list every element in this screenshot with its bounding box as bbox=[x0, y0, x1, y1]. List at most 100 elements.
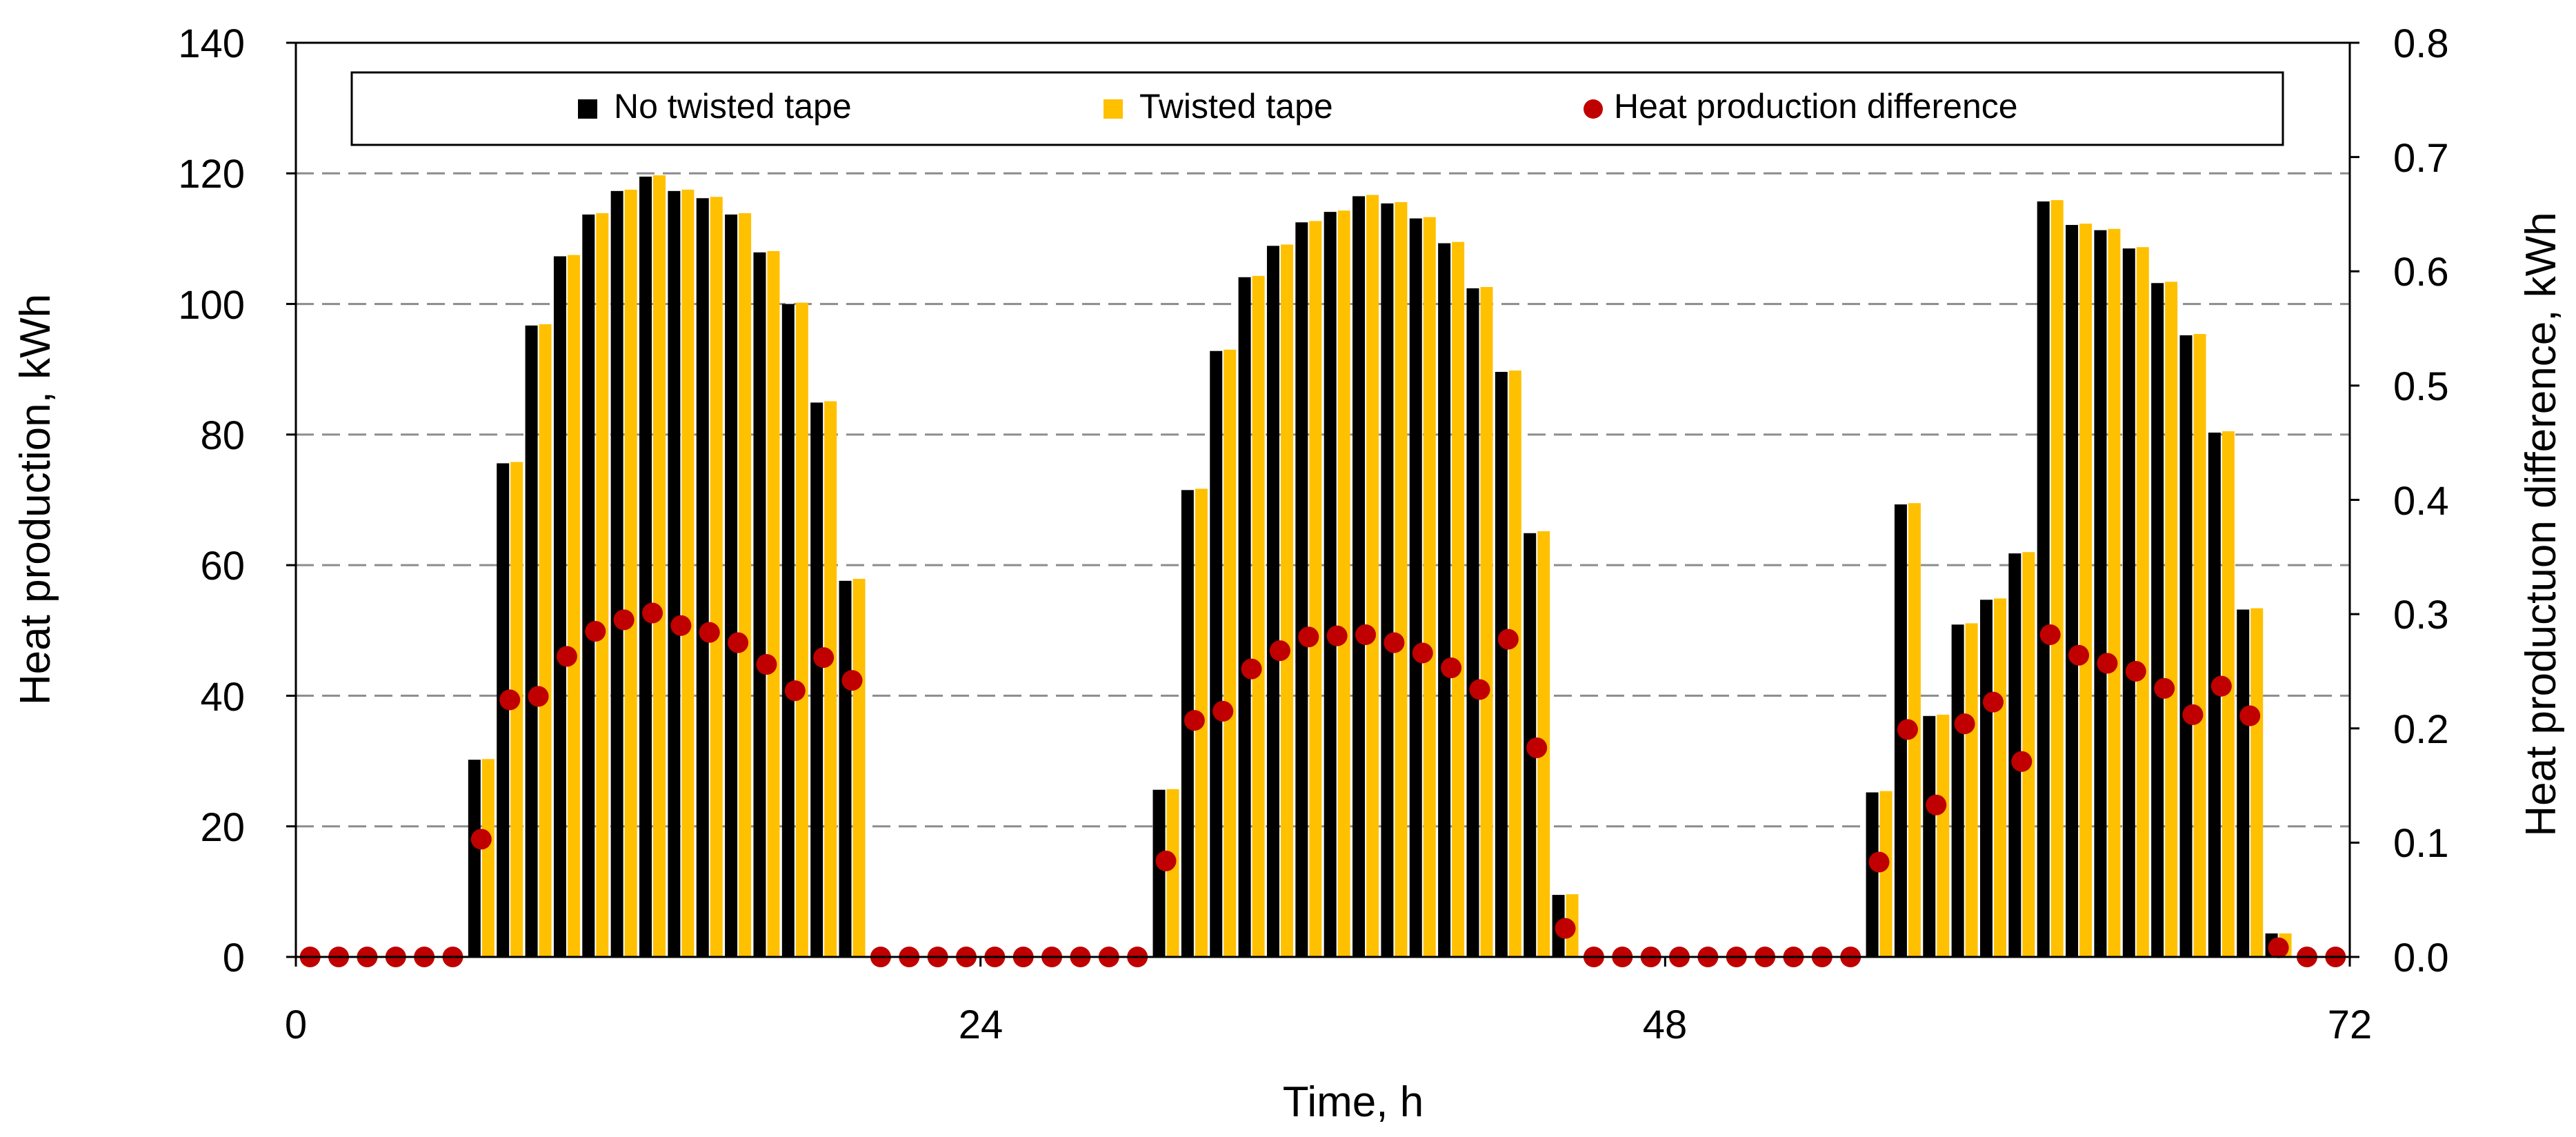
point-heat-production-difference bbox=[2154, 678, 2175, 699]
y2-axis-tick-labels: 0.0 0.1 0.2 0.3 0.4 0.5 0.6 0.7 0.8 bbox=[2393, 21, 2449, 980]
point-heat-production-difference bbox=[528, 686, 549, 707]
point-heat-production-difference bbox=[728, 632, 749, 653]
y2-tick-label: 0.8 bbox=[2393, 21, 2449, 66]
y-axis-title: Heat production, kWh bbox=[12, 294, 59, 705]
bar-no-twisted-tape bbox=[1381, 203, 1394, 958]
bar-no-twisted-tape bbox=[2151, 283, 2164, 957]
y-tick-label: 0 bbox=[223, 936, 245, 980]
bar-twisted-tape bbox=[2221, 431, 2235, 957]
point-heat-production-difference bbox=[1555, 918, 1576, 939]
legend-swatch-no-twisted-tape bbox=[578, 99, 597, 119]
legend-label-no-twisted-tape: No twisted tape bbox=[614, 87, 852, 126]
bar-no-twisted-tape bbox=[1866, 792, 1879, 957]
bar-no-twisted-tape bbox=[553, 256, 566, 957]
legend: No twisted tape Twisted tape Heat produc… bbox=[350, 71, 2284, 146]
point-heat-production-difference bbox=[642, 602, 663, 624]
bar-no-twisted-tape bbox=[696, 198, 709, 957]
y-tick-label: 140 bbox=[178, 21, 245, 66]
point-heat-production-difference bbox=[1355, 624, 1377, 645]
bar-no-twisted-tape bbox=[582, 214, 595, 958]
x-tick-label: 72 bbox=[2328, 1002, 2373, 1047]
bar-no-twisted-tape bbox=[781, 304, 795, 958]
point-heat-production-difference bbox=[813, 647, 835, 669]
y-axis-tick-labels: 0 20 40 60 80 100 120 140 bbox=[178, 21, 245, 980]
bar-no-twisted-tape bbox=[639, 177, 652, 958]
y2-tick-label: 0.0 bbox=[2393, 936, 2449, 980]
y2-tick-label: 0.6 bbox=[2393, 250, 2449, 295]
bar-twisted-tape bbox=[1452, 241, 1465, 958]
bar-twisted-tape bbox=[539, 324, 552, 957]
point-heat-production-difference bbox=[556, 646, 577, 667]
bar-no-twisted-tape bbox=[725, 214, 738, 958]
bar-twisted-tape bbox=[1252, 275, 1265, 957]
point-heat-production-difference bbox=[1526, 737, 1548, 758]
bar-twisted-tape bbox=[1166, 789, 1179, 957]
bar-twisted-tape bbox=[1395, 201, 1408, 957]
grid-lines bbox=[296, 172, 2350, 828]
bar-twisted-tape bbox=[2050, 200, 2064, 957]
point-heat-production-difference bbox=[2011, 751, 2033, 772]
legend-marker-heat-production-difference bbox=[1584, 99, 1603, 119]
point-heat-production-difference bbox=[1184, 710, 1205, 731]
y-tick-label: 40 bbox=[200, 675, 245, 720]
bar-twisted-tape bbox=[481, 759, 495, 957]
point-heat-production-difference bbox=[1298, 626, 1319, 648]
point-heat-production-difference bbox=[613, 609, 635, 631]
bar-no-twisted-tape bbox=[2179, 335, 2193, 957]
point-heat-production-difference bbox=[1897, 719, 1918, 740]
bar-no-twisted-tape bbox=[1438, 243, 1451, 957]
bar-twisted-tape bbox=[795, 302, 808, 957]
bar-twisted-tape bbox=[1423, 217, 1436, 958]
y2-tick-label: 0.2 bbox=[2393, 707, 2449, 752]
bar-twisted-tape bbox=[1224, 349, 1237, 958]
bar-no-twisted-tape bbox=[1409, 218, 1422, 957]
point-heat-production-difference bbox=[1868, 851, 1890, 873]
bar-no-twisted-tape bbox=[525, 325, 538, 957]
point-heat-production-difference bbox=[1982, 691, 2004, 713]
bar-twisted-tape bbox=[2250, 608, 2264, 957]
bar-twisted-tape bbox=[2136, 247, 2149, 957]
bar-no-twisted-tape bbox=[1951, 624, 1964, 957]
bar-twisted-tape bbox=[653, 175, 666, 957]
bar-no-twisted-tape bbox=[2037, 201, 2050, 957]
y2-tick-label: 0.5 bbox=[2393, 364, 2449, 409]
bar-no-twisted-tape bbox=[1495, 372, 1508, 957]
y-tick-label: 100 bbox=[178, 283, 245, 328]
bar-no-twisted-tape bbox=[1295, 222, 1308, 958]
point-heat-production-difference bbox=[2097, 653, 2118, 674]
point-heat-production-difference bbox=[1412, 642, 1433, 664]
y2-axis-title: Heat productuon difference, kWh bbox=[2517, 212, 2565, 836]
y-tick-label: 120 bbox=[178, 152, 245, 197]
bar-twisted-tape bbox=[1993, 598, 2006, 957]
point-heat-production-difference bbox=[2239, 705, 2261, 726]
point-heat-production-difference bbox=[1469, 679, 1490, 700]
bar-no-twisted-tape bbox=[2208, 433, 2221, 957]
legend-label-heat-production-difference: Heat production difference bbox=[1614, 87, 2018, 126]
legend-label-twisted-tape: Twisted tape bbox=[1139, 87, 1333, 126]
bar-twisted-tape bbox=[824, 401, 837, 957]
x-axis-tick-labels: 0 24 48 72 bbox=[285, 1002, 2372, 1047]
bar-no-twisted-tape bbox=[1238, 277, 1251, 958]
y2-tick-label: 0.7 bbox=[2393, 136, 2449, 181]
bar-twisted-tape bbox=[1280, 244, 1293, 958]
bar-no-twisted-tape bbox=[1152, 789, 1166, 957]
point-heat-production-difference bbox=[2125, 660, 2146, 682]
point-heat-production-difference bbox=[1954, 713, 1975, 735]
point-heat-production-difference bbox=[699, 622, 720, 643]
bar-no-twisted-tape bbox=[1352, 196, 1366, 958]
bar-no-twisted-tape bbox=[1979, 600, 1993, 957]
point-heat-production-difference bbox=[585, 620, 606, 642]
y-tick-label: 80 bbox=[200, 413, 245, 458]
y-tick-label: 60 bbox=[200, 544, 245, 589]
bar-twisted-tape bbox=[2079, 224, 2093, 958]
y-tick-label: 20 bbox=[200, 805, 245, 850]
x-tick-label: 48 bbox=[1643, 1002, 1688, 1047]
point-heat-production-difference bbox=[1441, 657, 1462, 678]
x-tick-label: 0 bbox=[285, 1002, 307, 1047]
bar-no-twisted-tape bbox=[2094, 230, 2107, 957]
bar-no-twisted-tape bbox=[1266, 246, 1279, 957]
point-heat-production-difference bbox=[1384, 632, 1405, 653]
legend-box bbox=[350, 71, 2284, 146]
bar-twisted-tape bbox=[1337, 210, 1350, 957]
